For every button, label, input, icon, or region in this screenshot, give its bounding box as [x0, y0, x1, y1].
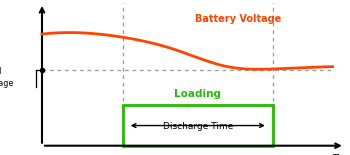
Text: Time: Time	[332, 154, 350, 155]
Text: Loading: Loading	[174, 89, 221, 99]
Text: Battery Voltage: Battery Voltage	[195, 14, 281, 24]
FancyBboxPatch shape	[42, 3, 345, 146]
FancyBboxPatch shape	[122, 105, 273, 146]
Text: Discharge Time: Discharge Time	[162, 122, 233, 131]
Text: Final
Voltage: Final Voltage	[0, 67, 14, 88]
